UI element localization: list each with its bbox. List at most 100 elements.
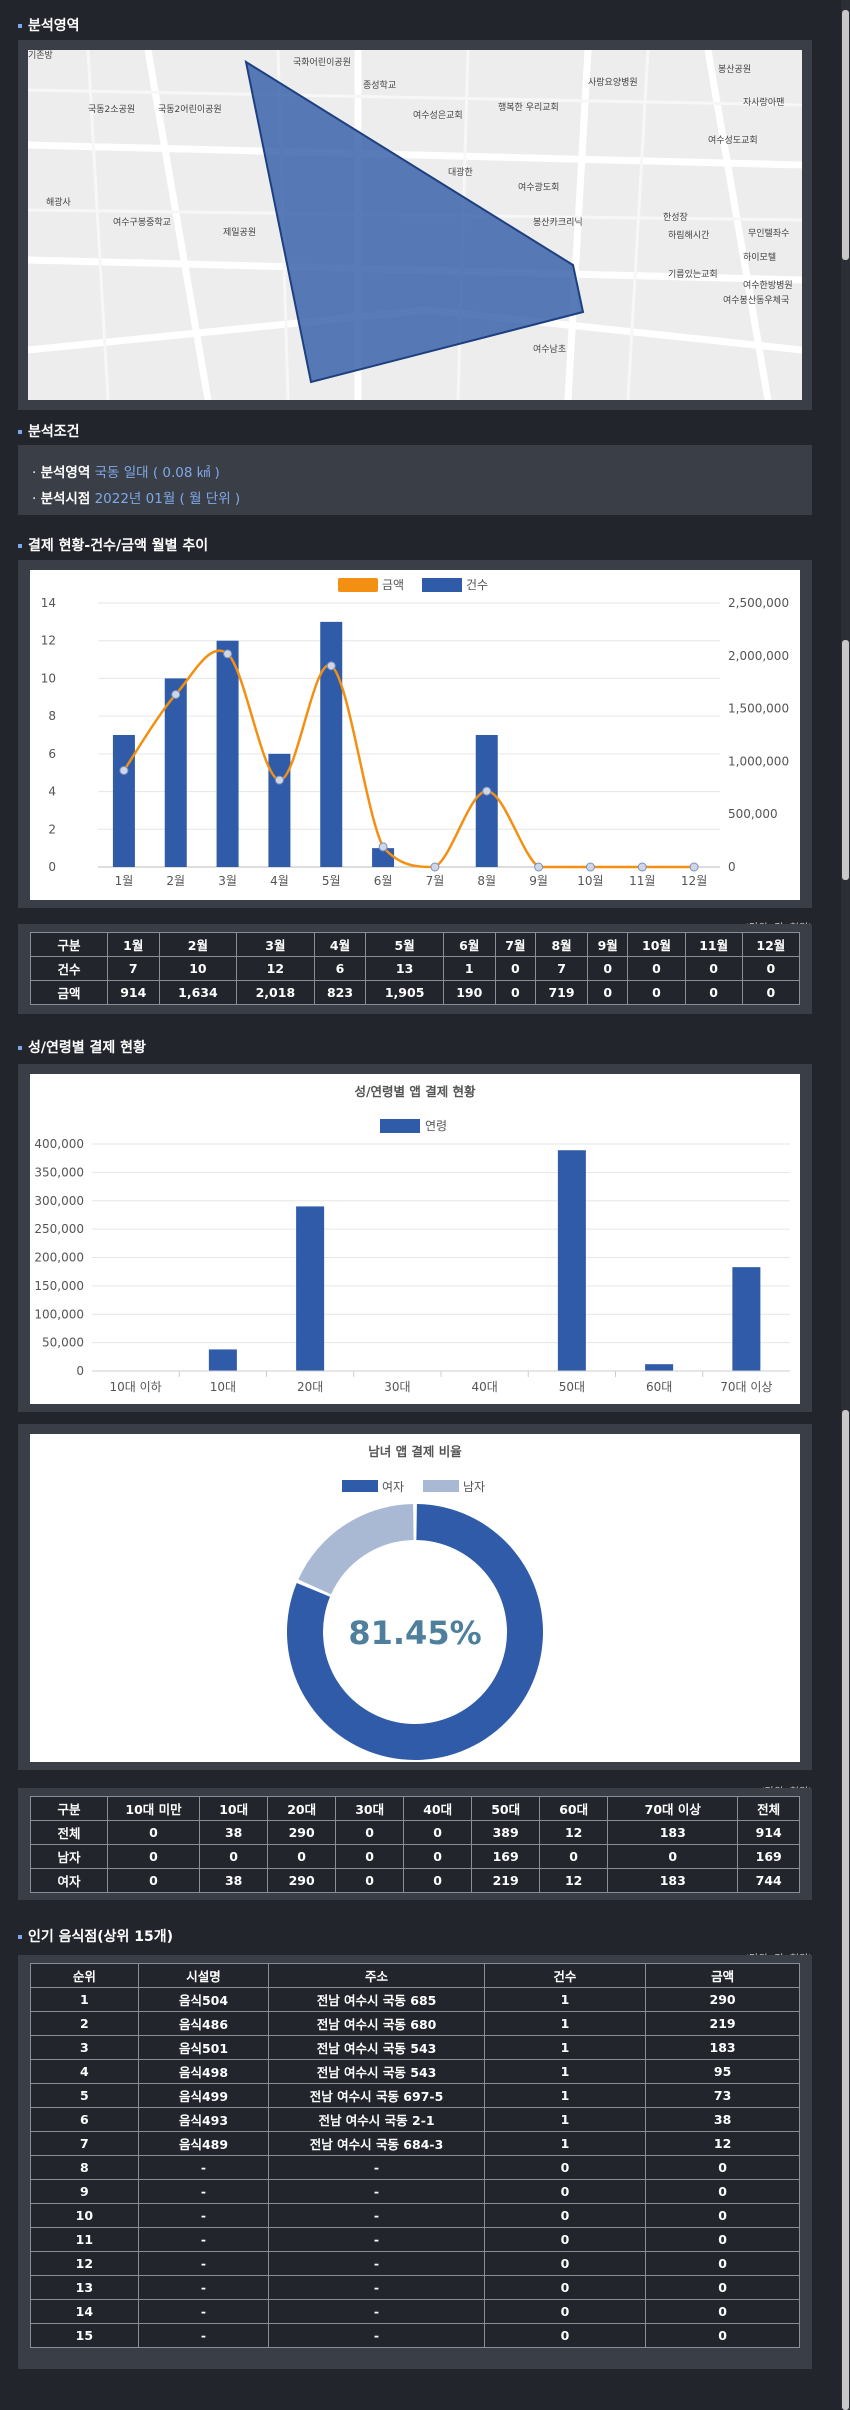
table-cell: 219: [645, 2011, 800, 2036]
x-tick-label: 70대 이상: [720, 1380, 772, 1394]
table-cell: 389: [471, 1820, 541, 1845]
table-cell: 여자: [30, 1868, 108, 1893]
y-tick-label-left: 6: [48, 747, 56, 761]
bar-count: [164, 678, 187, 867]
table-cell: 음식489: [137, 2131, 270, 2156]
bar-age: [557, 1150, 586, 1371]
table-row: 11- -0 0: [30, 2227, 800, 2252]
table-cell: 183: [607, 1868, 739, 1893]
donut-slice: [298, 1504, 414, 1595]
bullet-icon: [18, 1935, 22, 1939]
bar-age: [732, 1267, 761, 1371]
map-panel: 국화어린이공원 종성학교 봉산공원 자사랑아팬 여수성도교회 행복한 우리교회 사랑요양병원…: [18, 40, 812, 410]
table-cell: 7: [106, 956, 160, 981]
table-header-cell: 5월: [365, 932, 444, 957]
table-header-cell: 순위: [30, 1963, 139, 1988]
table-cell: 0: [106, 1868, 201, 1893]
table-cell: -: [268, 2275, 485, 2300]
restaurant-table-panel: 순위 시설명 주소 건수 금액 1 음식504 전남 여수시 국동 685 1 290 2 음식486…: [18, 1955, 812, 2369]
table-row: 전체 0 38 290 0 0 389 12 183 914: [30, 1820, 800, 1845]
table-cell: 73: [645, 2083, 800, 2108]
table-cell: 13: [365, 956, 444, 981]
x-tick-label: 60대: [646, 1380, 672, 1394]
table-cell: 12: [645, 2131, 800, 2156]
table-cell: 190: [442, 980, 496, 1005]
section-title-area: 분석영역: [18, 15, 80, 35]
y-tick-label: 100,000: [34, 1307, 84, 1321]
table-cell: 0: [483, 2179, 647, 2204]
y-tick-label-right: 0: [728, 860, 736, 874]
table-cell: -: [268, 2299, 485, 2324]
scrollbar[interactable]: [841, 0, 850, 2410]
age-table-panel: 구분 10대 미만 10대 20대 30대 40대 50대 60대 70대 이상 전체 전체 0 38 2…: [18, 1788, 812, 1900]
table-cell: 0: [645, 2323, 800, 2348]
map-label: 여수봉산동우체국: [723, 294, 789, 306]
table-row: 2 음식486 전남 여수시 국동 680 1 219: [30, 2011, 800, 2036]
table-header-cell: 30대: [335, 1796, 405, 1821]
age-table: 구분 10대 미만 10대 20대 30대 40대 50대 60대 70대 이상 전체 전체 0 38 2…: [30, 1796, 800, 1893]
table-cell: 183: [607, 1820, 739, 1845]
table-cell: 0: [645, 2179, 800, 2204]
y-tick-label-left: 14: [41, 596, 56, 610]
table-cell: 0: [403, 1868, 473, 1893]
table-cell: 4: [30, 2059, 139, 2084]
x-tick-label: 40대: [471, 1380, 497, 1394]
monthly-chart-panel: 금액 건수 0 2 4 6 8 10 12 14 0 500,000 1,000,000 1,500,00…: [18, 560, 812, 908]
age-chart-panel: 성/연령별 앱 결제 현황 연령 0 50,000 100,000 150,000 200,…: [18, 1064, 812, 1412]
y-tick-label-left: 4: [48, 785, 56, 799]
legend-label-count: 건수: [466, 578, 488, 592]
legend-swatch-female: [342, 1480, 378, 1492]
table-cell: 0: [403, 1844, 473, 1869]
table-cell: -: [137, 2251, 270, 2276]
table-cell: 0: [483, 2203, 647, 2228]
table-cell: -: [268, 2179, 485, 2204]
section-title-text: 분석영역: [28, 18, 80, 34]
table-cell: 남자: [30, 1844, 108, 1869]
x-tick-label: 7월: [426, 874, 445, 888]
scroll-thumb[interactable]: [842, 640, 849, 880]
condition-panel: · 분석영역 국동 일대 ( 0.08 ㎢ ) · 분석시점 2022년 01월…: [18, 445, 812, 515]
bar-age: [208, 1349, 237, 1371]
analysis-area-polygon: [244, 59, 585, 384]
table-cell: 0: [645, 2299, 800, 2324]
line-point-amount: [378, 842, 388, 852]
table-cell: 169: [737, 1844, 800, 1869]
gender-chart-panel: 남녀 앱 결제 비율 여자 남자 81.45%: [18, 1424, 812, 1770]
legend-swatch-count: [422, 578, 462, 592]
table-cell: 0: [684, 980, 743, 1005]
y-tick-label: 50,000: [42, 1336, 84, 1350]
table-cell: 1: [483, 2107, 647, 2132]
table-header-row: 구분 10대 미만 10대 20대 30대 40대 50대 60대 70대 이상 전체: [30, 1796, 800, 1821]
table-row: 13- -0 0: [30, 2275, 800, 2300]
table-cell: 719: [535, 980, 588, 1005]
scroll-thumb[interactable]: [842, 1410, 849, 2410]
table-cell: 0: [494, 956, 537, 981]
x-tick-label: 1월: [115, 874, 134, 888]
line-point-amount: [326, 661, 336, 671]
table-header-cell: 10월: [627, 932, 686, 957]
map-label: 자사랑아팬: [743, 96, 784, 108]
table-header-row: 구분 1월 2월 3월 4월 5월 6월 7월 8월 9월 10월 11월 12월: [30, 932, 801, 957]
table-cell: 13: [30, 2275, 139, 2300]
table-cell: 0: [335, 1868, 405, 1893]
table-cell: 914: [737, 1820, 800, 1845]
monthly-table: 구분 1월 2월 3월 4월 5월 6월 7월 8월 9월 10월 11월 12월 건수 7 10 12 6 13 1…: [30, 932, 801, 1005]
table-row: 4 음식498 전남 여수시 국동 543 1 95: [30, 2059, 800, 2084]
condition-area-row: · 분석영역 국동 일대 ( 0.08 ㎢ ): [32, 465, 220, 481]
table-cell: 1,905: [365, 980, 444, 1005]
table-cell: 0: [483, 2275, 647, 2300]
table-cell: 0: [684, 956, 743, 981]
table-cell: 0: [199, 1844, 269, 1869]
y-tick-label-left: 10: [41, 671, 56, 685]
condition-period-row: · 분석시점 2022년 01월 ( 월 단위 ): [32, 491, 241, 507]
chart-title: 성/연령별 앱 결제 현황: [354, 1084, 476, 1099]
y-tick-label-right: 1,000,000: [728, 754, 789, 768]
table-cell: -: [137, 2299, 270, 2324]
scroll-thumb[interactable]: [842, 10, 849, 260]
table-cell: 0: [403, 1820, 473, 1845]
table-cell: 14: [30, 2299, 139, 2324]
table-cell: 0: [483, 2299, 647, 2324]
table-cell: 12: [30, 2251, 139, 2276]
